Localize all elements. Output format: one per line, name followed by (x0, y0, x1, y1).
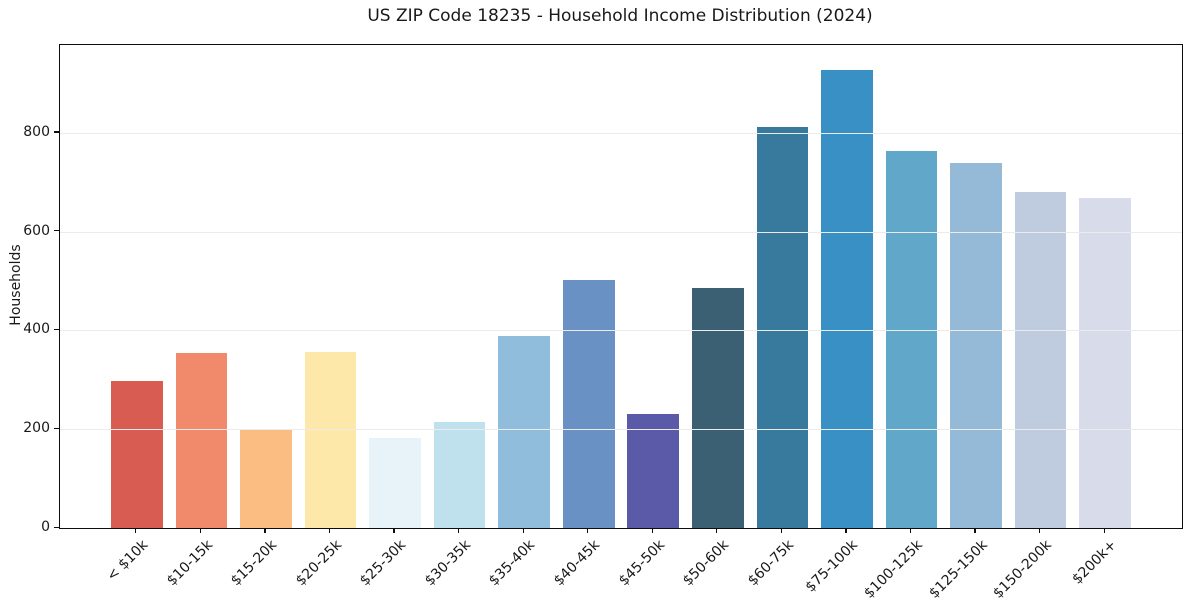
x-tick-label-text: $10-15k (163, 537, 216, 590)
x-tick-mark (264, 528, 266, 534)
bar-$40-45k (562, 280, 615, 528)
x-tick-label-text: $20-25k (292, 537, 345, 590)
x-tick-mark (716, 528, 718, 534)
bar-$25-30k (369, 437, 421, 528)
x-tick-mark (135, 528, 137, 534)
y-tick-label: 0 (41, 519, 50, 535)
y-tick-mark (54, 230, 59, 232)
y-tick-mark (54, 131, 59, 133)
x-tick-label-text: $150-200k (990, 537, 1055, 602)
y-axis-label: Households (8, 244, 24, 326)
x-tick-mark (974, 528, 976, 534)
bar-$15-20k (240, 430, 292, 528)
y-tick-mark (54, 427, 59, 429)
x-tick-label-text: $60-75k (744, 537, 797, 590)
bar-$30-35k (433, 421, 486, 528)
bar-$45-50k (627, 413, 680, 528)
x-tick-mark (522, 528, 524, 534)
bar-$125-150k (950, 163, 1002, 528)
bar-$50-60k (692, 288, 744, 528)
y-tick-label: 200 (23, 420, 50, 437)
x-tick-label-text: $15-20k (228, 537, 281, 590)
x-tick-mark (328, 528, 331, 534)
x-tick-mark (458, 528, 460, 534)
x-tick-mark (587, 528, 589, 534)
bar-< $10k (111, 381, 163, 528)
y-tick-label: 600 (23, 222, 50, 239)
x-tick-mark (651, 528, 653, 534)
x-tick-mark (199, 528, 201, 534)
x-tick-mark (1039, 528, 1041, 534)
x-tick-label-text: $25-30k (357, 537, 410, 590)
x-tick-label-text: $125-150k (925, 537, 991, 602)
x-tick-mark (393, 528, 395, 534)
bar-$60-75k (756, 126, 809, 528)
bar-$35-40k (498, 336, 550, 528)
bar-$200k+ (1079, 197, 1131, 528)
x-tick-label-text: $200k+ (1068, 537, 1120, 588)
x-tick-label-text: $75-100k (802, 537, 862, 596)
x-tick-label-text: $50-60k (680, 537, 733, 590)
bar-$20-25k (304, 351, 357, 528)
bar-$10-15k (175, 352, 228, 528)
y-tick-label: 400 (23, 321, 50, 338)
x-tick-mark (780, 528, 782, 534)
x-tick-mark (845, 528, 847, 534)
x-tick-label-text: $40-45k (550, 537, 604, 590)
y-tick-mark (54, 526, 59, 528)
bar-$75-100k (821, 69, 873, 528)
bar-$100-125k (885, 151, 938, 528)
plot-area (59, 44, 1183, 529)
bar-$150-200k (1014, 191, 1067, 528)
x-tick-label-text: $35-40k (486, 537, 539, 590)
x-tick-mark (1103, 528, 1105, 534)
x-tick-label-text: $100-125k (861, 537, 926, 602)
bars-layer (60, 45, 1182, 528)
y-tick-mark (54, 328, 59, 331)
x-tick-mark (909, 528, 912, 534)
x-tick-label-text: < $10k (103, 537, 152, 585)
y-tick-label: 800 (23, 123, 50, 140)
x-tick-label-text: $30-35k (421, 537, 474, 590)
x-tick-label-text: $45-50k (615, 537, 668, 590)
chart-title: US ZIP Code 18235 - Household Income Dis… (367, 6, 873, 26)
